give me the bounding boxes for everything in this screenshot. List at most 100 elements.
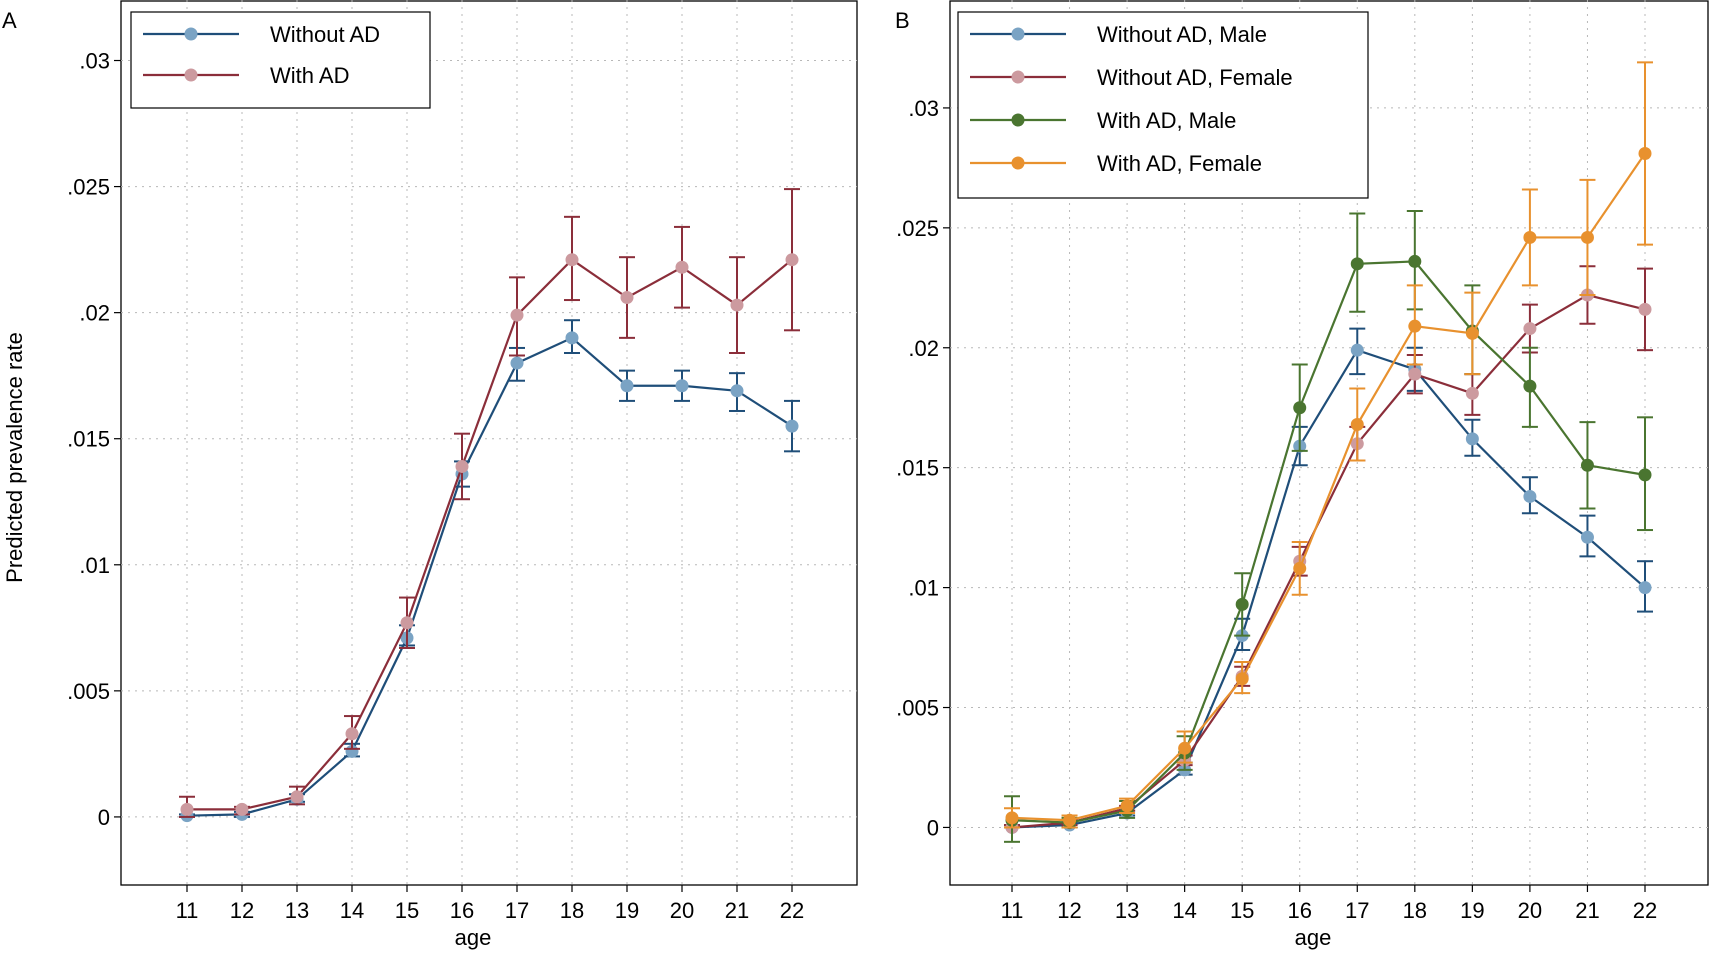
legend-marker <box>184 68 198 82</box>
x-tick-label: 11 <box>1001 898 1024 923</box>
data-point <box>1465 386 1479 400</box>
legend-label: With AD <box>270 63 349 88</box>
data-point <box>1523 322 1537 336</box>
data-point <box>510 356 524 370</box>
x-tick-label: 19 <box>1460 898 1484 923</box>
data-point <box>620 379 634 393</box>
legend-marker <box>1011 27 1025 41</box>
y-tick-label: .015 <box>67 427 110 452</box>
data-point <box>1523 230 1537 244</box>
data-point <box>1235 597 1249 611</box>
data-point <box>235 802 249 816</box>
series-3 <box>1004 210 1653 843</box>
data-point <box>1408 367 1422 381</box>
series-4 <box>1004 61 1653 829</box>
data-point <box>400 616 414 630</box>
x-tick-label: 19 <box>615 898 639 923</box>
data-point <box>1465 432 1479 446</box>
data-point <box>1638 581 1652 595</box>
data-point <box>1293 561 1307 575</box>
series-line <box>187 258 793 811</box>
legend-box <box>957 11 1369 199</box>
x-tick-label: 13 <box>285 898 309 923</box>
x-tick-label: 20 <box>1518 898 1542 923</box>
data-point <box>1350 343 1364 357</box>
y-axis-title: Predicted prevalence rate <box>2 332 27 583</box>
data-point <box>1580 530 1594 544</box>
x-tick-label: 14 <box>1172 898 1196 923</box>
data-point <box>1638 146 1652 160</box>
legend-box <box>130 11 431 109</box>
data-point <box>675 260 689 274</box>
x-tick-label: 21 <box>725 898 749 923</box>
legend-label: With AD, Female <box>1097 151 1262 176</box>
series-line <box>1011 260 1646 824</box>
y-tick-label: .01 <box>908 576 939 601</box>
data-point <box>1350 418 1364 432</box>
data-point <box>1005 811 1019 825</box>
x-tick-label: 15 <box>395 898 419 923</box>
panel-label: A <box>2 8 17 33</box>
x-tick-label: 17 <box>505 898 529 923</box>
y-tick-label: .025 <box>67 175 110 200</box>
x-tick-label: 22 <box>1633 898 1657 923</box>
y-tick-label: .015 <box>896 456 939 481</box>
legend-marker <box>1011 70 1025 84</box>
data-point <box>290 790 304 804</box>
data-point <box>785 253 799 267</box>
legend: Without AD, Male Without AD, Female With A… <box>957 11 1369 199</box>
y-tick-label: .02 <box>79 301 110 326</box>
legend-label: With AD, Male <box>1097 108 1236 133</box>
x-tick-label: 17 <box>1345 898 1369 923</box>
y-tick-label: 0 <box>98 805 110 830</box>
data-point <box>785 419 799 433</box>
data-point <box>1235 672 1249 686</box>
y-tick-label: .005 <box>67 679 110 704</box>
panel-a: A 0 .005 .01 .015 .02 .025 .03 11 12 13 14 15 16 17 18 1… <box>2 0 858 950</box>
data-point <box>1063 813 1077 827</box>
y-tick-label: .03 <box>79 49 110 74</box>
data-point <box>1293 401 1307 415</box>
data-point <box>1178 741 1192 755</box>
data-point <box>565 253 579 267</box>
x-tick-label: 12 <box>230 898 254 923</box>
data-point <box>730 298 744 312</box>
data-point <box>730 384 744 398</box>
data-point <box>1523 379 1537 393</box>
data-point <box>1638 302 1652 316</box>
data-point <box>1408 319 1422 333</box>
series-2 <box>1004 265 1653 834</box>
panel-b: B 0 .005 .01 .015 .02 .025 .03 11 12 13 14 15 16 17 18 1… <box>895 0 1709 950</box>
data-point <box>675 379 689 393</box>
data-point <box>180 802 194 816</box>
x-tick-label: 20 <box>670 898 694 923</box>
x-tick-label: 13 <box>1115 898 1139 923</box>
series-1 <box>179 319 800 823</box>
series-1 <box>1004 327 1653 834</box>
y-tick-label: .03 <box>908 96 939 121</box>
plot-frame <box>949 0 1709 886</box>
data-point <box>1523 489 1537 503</box>
plot-frame <box>120 0 858 886</box>
x-tick-label: 16 <box>1287 898 1311 923</box>
legend: Without AD With AD <box>130 11 431 109</box>
series-line <box>1011 293 1646 829</box>
x-tick-label: 16 <box>450 898 474 923</box>
x-tick-label: 18 <box>1403 898 1427 923</box>
x-axis-title: age <box>1295 925 1332 950</box>
y-tick-label: .005 <box>896 696 939 721</box>
legend-label: Without AD <box>270 22 380 47</box>
x-tick-label: 14 <box>340 898 364 923</box>
x-tick-label: 11 <box>176 898 199 923</box>
x-axis-title: age <box>455 925 492 950</box>
data-point <box>1350 257 1364 271</box>
data-point <box>455 459 469 473</box>
y-tick-label: 0 <box>927 815 939 840</box>
data-point <box>1465 326 1479 340</box>
legend-marker <box>1011 156 1025 170</box>
y-tick-label: .02 <box>908 336 939 361</box>
series-2 <box>179 188 800 818</box>
series-line <box>186 336 793 817</box>
data-point <box>620 291 634 305</box>
legend-label: Without AD, Male <box>1097 22 1267 47</box>
